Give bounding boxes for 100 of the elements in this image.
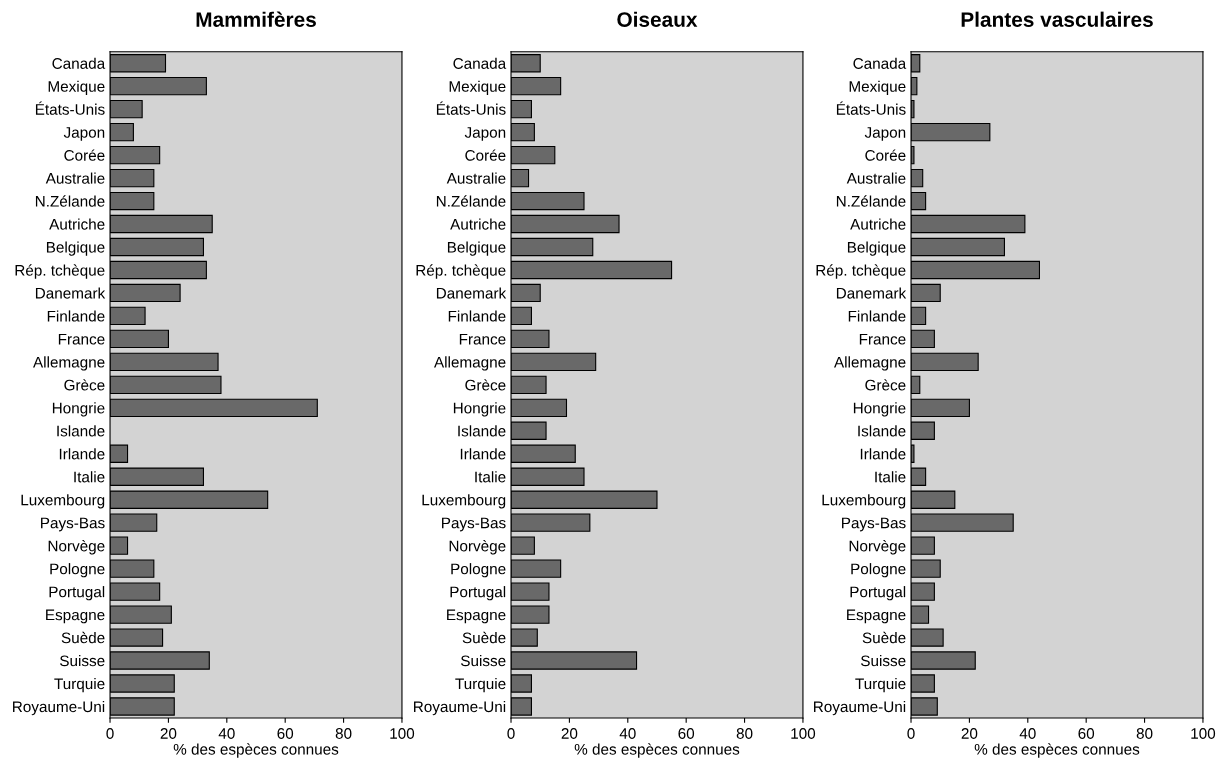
- y-tick-label: Canada: [52, 57, 106, 69]
- y-tick-label: Hongrie: [52, 402, 105, 417]
- chart-title: Oiseaux: [617, 11, 698, 27]
- y-tick-label: Danemark: [35, 287, 106, 299]
- y-tick-label: Irlande: [860, 448, 906, 460]
- y-tick-label: Canada: [853, 57, 907, 69]
- y-tick-label: Canada: [453, 57, 507, 69]
- y-tick-label: Turquie: [54, 677, 105, 693]
- y-tick-label: Finlande: [848, 310, 906, 322]
- y-tick-label: N.Zélande: [35, 195, 105, 207]
- y-tick-label: Suède: [61, 631, 105, 644]
- y-tick-label: Portugal: [850, 586, 906, 601]
- x-tick-label: 20: [961, 728, 978, 739]
- y-tick-label: Italie: [875, 471, 906, 483]
- y-tick-label: Finlande: [47, 310, 105, 322]
- y-tick-label: Allemagne: [434, 356, 506, 371]
- x-axis-title: % des espèces connues: [574, 743, 740, 758]
- x-tick-label: 80: [1136, 728, 1153, 739]
- y-tick-label: Autriche: [850, 218, 906, 230]
- y-tick-label: Pays-Bas: [442, 517, 506, 532]
- x-tick-label: 100: [791, 728, 816, 739]
- y-tick-label: Royaume-Uni: [13, 700, 105, 716]
- y-tick-label: Portugal: [49, 586, 105, 601]
- x-tick-label: 60: [277, 728, 294, 739]
- y-tick-label: Allemagne: [33, 356, 105, 371]
- x-tick-label: 80: [736, 728, 753, 739]
- chart-title: Mammifères: [196, 11, 316, 27]
- y-tick-label: Pologne: [451, 563, 506, 578]
- y-tick-label: Suisse: [461, 654, 506, 667]
- y-tick-label: Italie: [475, 471, 506, 483]
- y-tick-label: Hongrie: [853, 402, 906, 417]
- y-tick-label: Norvège: [449, 540, 506, 555]
- y-tick-label: N.Zélande: [436, 195, 506, 207]
- y-tick-label: Turquie: [855, 677, 906, 693]
- x-tick-label: 40: [619, 728, 636, 739]
- y-tick-label: France: [459, 333, 506, 345]
- y-tick-label: Grèce: [465, 379, 506, 391]
- y-tick-label: Luxembourg: [422, 494, 506, 509]
- y-tick-label: États-Unis: [35, 101, 105, 115]
- y-tick-label: Pologne: [50, 563, 105, 578]
- y-tick-label: Autriche: [49, 218, 105, 230]
- y-tick-label: Mexique: [449, 80, 506, 95]
- y-tick-label: Grèce: [64, 379, 105, 391]
- y-tick-label: Espagne: [447, 609, 506, 624]
- y-tick-label: Australie: [45, 172, 105, 184]
- y-tick-label: Suisse: [60, 654, 105, 667]
- y-tick-label: Norvège: [849, 540, 906, 555]
- y-tick-label: Grèce: [865, 379, 906, 391]
- x-tick-label: 40: [1019, 728, 1036, 739]
- y-tick-label: États-Unis: [436, 101, 506, 115]
- y-tick-label: Espagne: [46, 609, 105, 624]
- y-tick-label: Luxembourg: [822, 494, 906, 509]
- y-tick-label: Espagne: [847, 609, 906, 624]
- y-tick-label: Finlande: [448, 310, 506, 322]
- y-tick-label: Allemagne: [834, 356, 906, 371]
- y-tick-label: Pologne: [851, 563, 906, 578]
- x-tick-label: 20: [160, 728, 177, 739]
- x-tick-label: 40: [218, 728, 235, 739]
- y-tick-label: Australie: [846, 172, 906, 184]
- y-tick-label: Danemark: [836, 287, 907, 299]
- x-axis-title: % des espèces connues: [974, 743, 1140, 758]
- chart-title: Plantes vasculaires: [961, 11, 1153, 27]
- y-tick-label: Norvège: [48, 540, 105, 555]
- x-tick-label: 80: [335, 728, 352, 739]
- y-tick-label: Pays-Bas: [41, 517, 105, 532]
- y-tick-label: Corée: [465, 149, 506, 161]
- y-tick-label: Islande: [458, 425, 506, 437]
- y-tick-label: Australie: [446, 172, 506, 184]
- y-tick-label: Suède: [462, 631, 506, 644]
- y-tick-label: Suède: [862, 631, 906, 644]
- y-tick-label: Mexique: [48, 80, 105, 95]
- y-tick-label: Japon: [864, 127, 906, 141]
- y-tick-label: Pays-Bas: [842, 517, 906, 532]
- y-tick-label: Rép. tchèque: [816, 264, 906, 279]
- y-tick-label: Suisse: [861, 654, 906, 667]
- x-tick-label: 0: [106, 728, 114, 739]
- x-tick-label: 0: [507, 728, 515, 739]
- x-tick-label: 100: [1191, 728, 1216, 739]
- y-tick-label: N.Zélande: [836, 195, 906, 207]
- y-tick-label: Belgique: [46, 241, 105, 256]
- y-tick-label: Belgique: [447, 241, 506, 256]
- x-tick-label: 0: [907, 728, 915, 739]
- x-tick-label: 20: [561, 728, 578, 739]
- y-tick-label: Irlande: [59, 448, 105, 460]
- y-tick-label: France: [859, 333, 906, 345]
- y-tick-label: Belgique: [847, 241, 906, 256]
- y-tick-label: Corée: [865, 149, 906, 161]
- y-tick-label: Italie: [74, 471, 105, 483]
- y-tick-label: Luxembourg: [21, 494, 105, 509]
- y-tick-label: France: [58, 333, 105, 345]
- x-tick-label: 60: [678, 728, 695, 739]
- y-tick-label: Autriche: [450, 218, 506, 230]
- y-tick-label: États-Unis: [836, 101, 906, 115]
- y-tick-label: Portugal: [450, 586, 506, 601]
- y-tick-label: Royaume-Uni: [414, 700, 506, 716]
- y-tick-label: Islande: [57, 425, 105, 437]
- y-tick-label: Corée: [64, 149, 105, 161]
- y-tick-label: Mexique: [849, 80, 906, 95]
- y-tick-label: Turquie: [455, 677, 506, 693]
- y-tick-label: Royaume-Uni: [814, 700, 906, 716]
